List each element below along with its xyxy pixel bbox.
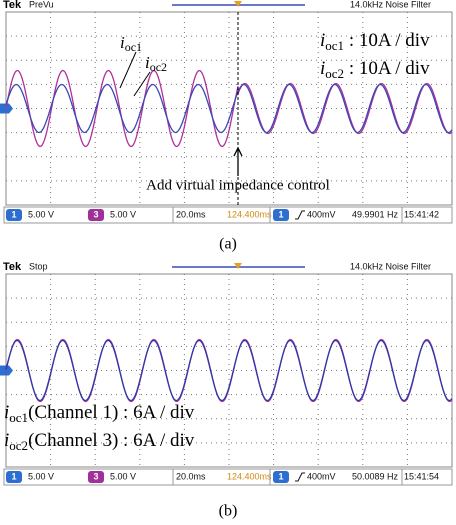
text-part: oc2 (325, 66, 344, 81)
filter: 14.0kHz Noise Filter (350, 261, 431, 271)
text-part: oc2 (150, 60, 167, 74)
text-part: oc1 (125, 40, 142, 54)
trigger-marker (234, 1, 242, 7)
scale-note: ioc1(Channel 1) : 6A / div (4, 402, 195, 425)
position: 124.400ms (227, 471, 272, 481)
ch1-scale: 5.00 V (28, 209, 54, 219)
text-part: oc1 (325, 38, 344, 53)
figure: Tek PreVu 14.0kHz Noise Filter Add virtual … (0, 0, 456, 525)
text-part: : 10A / div (344, 58, 430, 79)
frequency: 49.9901 Hz (352, 209, 399, 219)
caption: (a) (219, 236, 237, 253)
text-part: : 10A / div (344, 30, 430, 51)
brand: Tek (3, 261, 22, 273)
trigger-marker (234, 263, 242, 269)
ch1-scale: 5.00 V (28, 471, 54, 481)
text-part: (Channel 3) : 6A / div (28, 430, 195, 451)
scope-state: PreVu (29, 0, 54, 9)
channel-number: 1 (278, 471, 283, 481)
filter: 14.0kHz Noise Filter (350, 0, 431, 9)
text-part: (Channel 1) : 6A / div (28, 402, 195, 423)
annotation: Add virtual impedance control (146, 177, 330, 193)
channel-number: 1 (11, 471, 16, 481)
clock: 15:41:42 (404, 209, 439, 219)
position: 124.400ms (227, 209, 272, 219)
clock: 15:41:54 (404, 471, 439, 481)
scale-note: ioc2(Channel 3) : 6A / div (4, 430, 195, 453)
channel-number: 3 (93, 209, 98, 219)
ch3-scale: 5.00 V (110, 471, 136, 481)
caption: (b) (219, 503, 238, 520)
brand: Tek (3, 0, 22, 11)
ch3-scale: 5.00 V (110, 209, 136, 219)
trigger-level: 400mV (307, 471, 336, 481)
channel-number: 1 (278, 209, 283, 219)
channel-number: 1 (11, 209, 16, 219)
trigger-level: 400mV (307, 209, 336, 219)
frequency: 50.0089 Hz (352, 471, 399, 481)
channel-number: 3 (93, 471, 98, 481)
text-part: oc1 (9, 410, 28, 425)
scope-state: Stop (29, 261, 48, 271)
text-part: oc2 (9, 438, 28, 453)
timebase: 20.0ms (176, 471, 206, 481)
timebase: 20.0ms (176, 209, 206, 219)
